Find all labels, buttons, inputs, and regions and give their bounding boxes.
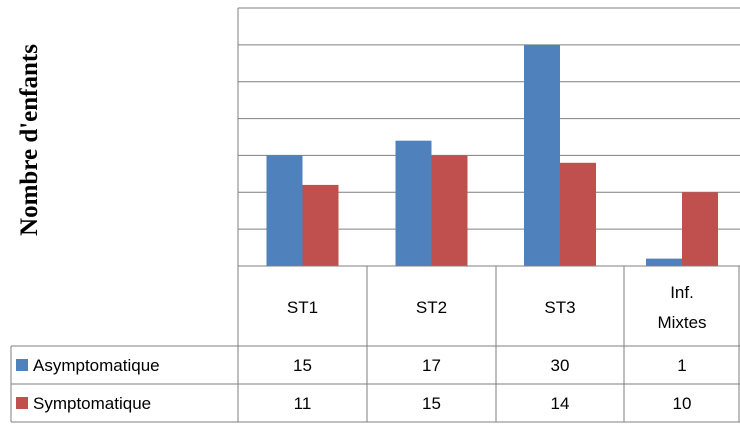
data-label: 15: [293, 356, 312, 375]
data-label: 1: [677, 356, 686, 375]
bar-symptomatique-0: [302, 184, 339, 266]
data-label: 30: [551, 356, 570, 375]
bar-asymptomatique-0: [266, 155, 303, 266]
legend-label: Symptomatique: [33, 394, 151, 413]
bar-asymptomatique-3: [646, 258, 682, 266]
bar-symptomatique-1: [431, 155, 468, 266]
y-axis-label: Nombre d'enfants: [16, 44, 43, 236]
data-label: 17: [422, 356, 441, 375]
data-label: 11: [294, 394, 312, 413]
data-label: 15: [422, 394, 441, 413]
bar-asymptomatique-1: [395, 140, 432, 266]
category-label: Inf. Mixtes: [657, 283, 706, 332]
data-label: 10: [673, 394, 692, 413]
data-label: 14: [551, 394, 570, 413]
legend-label: Asymptomatique: [33, 356, 160, 375]
category-label: ST2: [416, 298, 447, 317]
category-label: ST1: [287, 298, 318, 317]
bar-symptomatique-2: [560, 162, 596, 266]
data-table: ST1 ST2 ST3 Inf. Mixtes Asymptomatique 15 17 30 1…: [10, 265, 740, 423]
legend-key-symptomatique: [16, 397, 28, 409]
bars: [266, 44, 718, 266]
category-label: ST3: [544, 298, 575, 317]
bar-asymptomatique-2: [524, 44, 560, 266]
legend-key-asymptomatique: [16, 359, 28, 371]
bar-symptomatique-3: [682, 192, 718, 266]
